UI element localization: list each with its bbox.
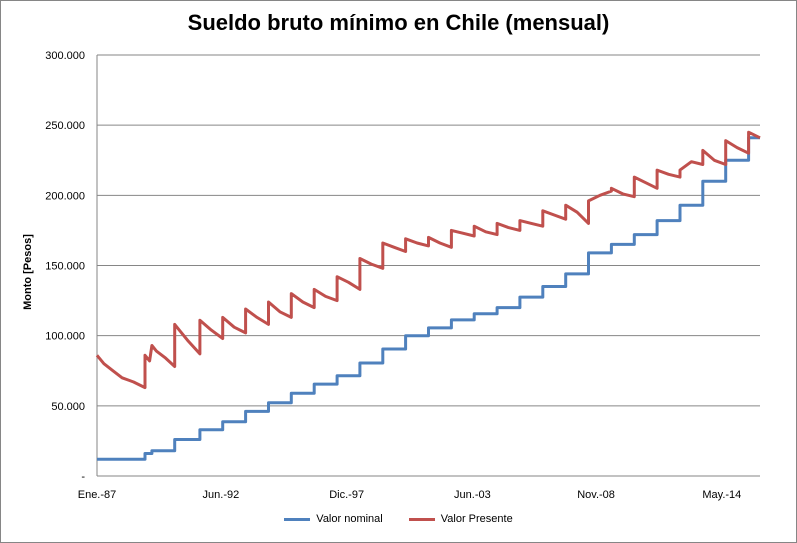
x-tick-label: Jun.-03	[454, 489, 491, 501]
y-tick-label: -	[81, 471, 85, 483]
x-tick-label: May.-14	[702, 489, 741, 501]
legend-label-present: Valor Presente	[440, 513, 513, 525]
series-line-nominal	[97, 136, 760, 461]
legend-item-present: Valor Presente	[408, 513, 513, 525]
x-tick-label: Nov.-08	[577, 489, 615, 501]
y-tick-label: 200.000	[45, 190, 85, 202]
x-tick-label: Dic.-97	[329, 489, 364, 501]
legend-swatch-present	[408, 517, 435, 521]
y-tick-label: 250.000	[45, 120, 85, 132]
legend: Valor nominal Valor Presente	[0, 513, 797, 525]
x-tick-labels: Ene.-87 Jun.-92 Dic.-97 Jun.-03 Nov.-08 May.-…	[78, 489, 742, 501]
x-tick-label: Jun.-92	[203, 489, 240, 501]
legend-item-nominal: Valor nominal	[284, 513, 383, 525]
gridlines	[96, 54, 760, 477]
chart-title: Sueldo bruto mínimo en Chile (mensual)	[187, 10, 610, 35]
legend-label-nominal: Valor nominal	[316, 513, 383, 525]
y-tick-label: 300.000	[45, 50, 85, 62]
y-tick-labels: - 50.000 100.000 150.000 200.000 250.000 300.0…	[45, 50, 85, 483]
y-tick-label: 50.000	[51, 401, 85, 413]
y-tick-label: 150.000	[45, 261, 85, 273]
series-line-present	[95, 130, 761, 390]
y-tick-label: 100.000	[45, 331, 85, 343]
x-tick-label: Ene.-87	[78, 489, 117, 501]
legend-swatch-nominal	[284, 517, 311, 521]
series-group	[95, 130, 761, 461]
